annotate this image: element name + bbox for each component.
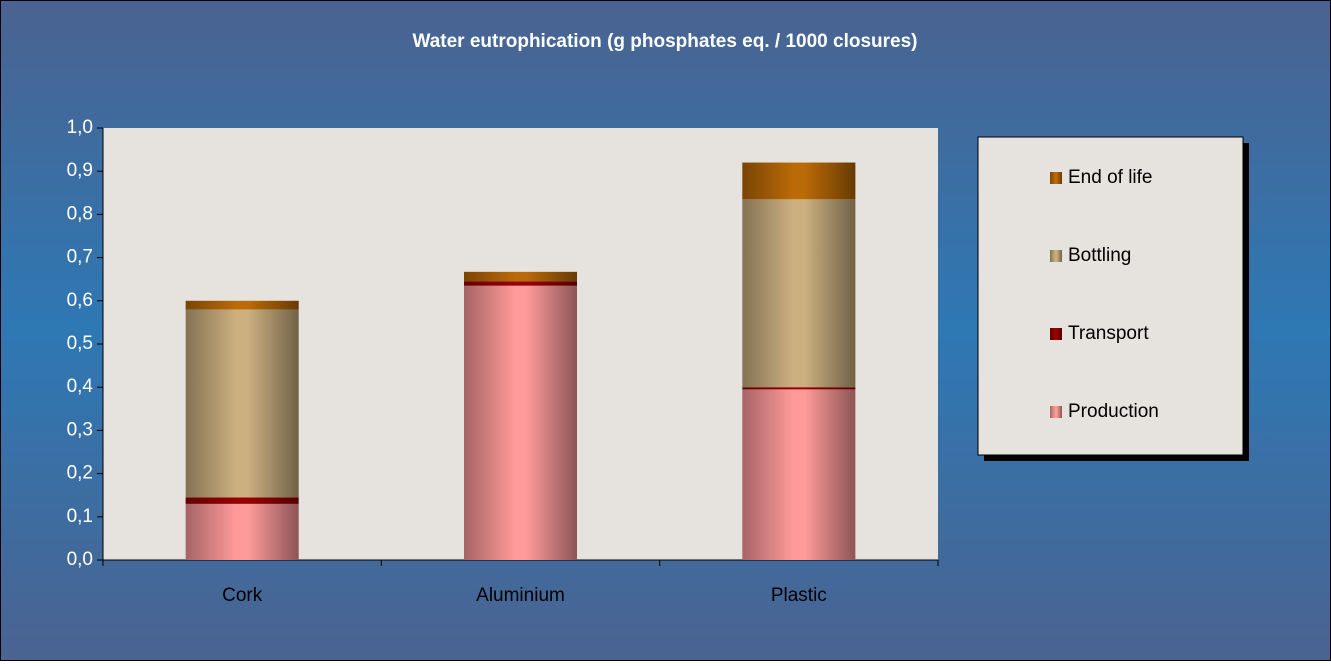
legend-label: End of life: [1068, 167, 1153, 188]
legend-label: Bottling: [1068, 245, 1131, 266]
legend-label: Transport: [1068, 323, 1149, 344]
bar-shading: [185, 503, 299, 560]
bar-shading: [742, 387, 856, 390]
legend-swatch-shade: [1050, 406, 1062, 418]
bar-shading: [742, 389, 856, 560]
legend-box: [977, 136, 1244, 456]
legend-swatch-shade: [1050, 250, 1062, 262]
bar-shading: [185, 300, 299, 310]
y-tick-label: 1,0: [67, 117, 93, 138]
bar-shading: [185, 497, 299, 504]
y-tick-label: 0,6: [67, 290, 93, 311]
chart-title: Water eutrophication (g phosphates eq. /…: [412, 31, 917, 52]
bar-shading: [464, 281, 577, 286]
legend-swatch-shade: [1050, 328, 1062, 340]
y-tick-label: 0,8: [67, 203, 93, 224]
legend-label: Production: [1068, 401, 1159, 422]
y-tick-label: 0,3: [67, 419, 93, 440]
x-tick-label: Cork: [222, 585, 263, 606]
y-tick-label: 0,1: [67, 506, 93, 527]
bar-shading: [464, 271, 577, 282]
x-tick-label: Aluminium: [476, 585, 565, 606]
y-tick-label: 0,0: [67, 549, 93, 570]
y-tick-label: 0,4: [67, 376, 94, 397]
bar-shading: [464, 285, 577, 560]
x-tick-label: Plastic: [771, 585, 827, 606]
y-tick-label: 0,5: [67, 333, 93, 354]
legend-swatch-shade: [1050, 172, 1062, 184]
bar-shading: [742, 162, 856, 200]
y-tick-label: 0,7: [67, 247, 93, 268]
bar-shading: [185, 309, 299, 498]
y-tick-label: 0,9: [67, 160, 93, 181]
bar-shading: [742, 199, 856, 388]
y-tick-label: 0,2: [67, 463, 93, 484]
